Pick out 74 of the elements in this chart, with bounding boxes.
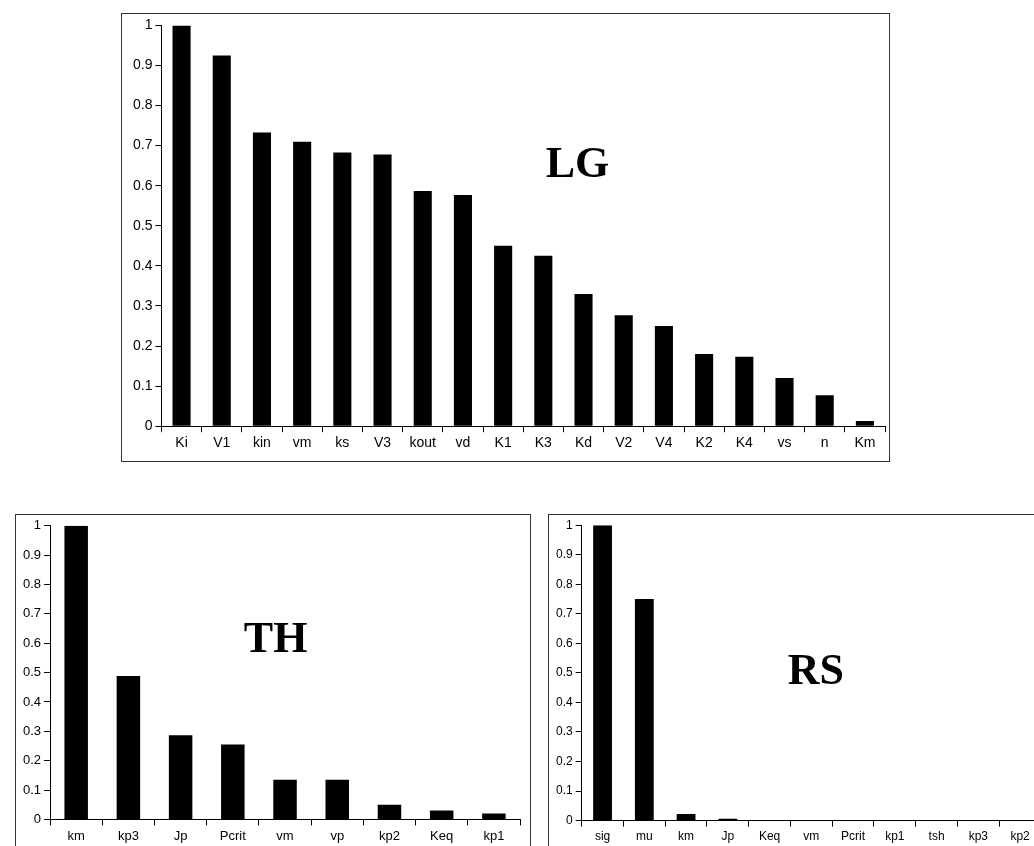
y-tick-label: 0.8 [22,576,42,592]
x-tick-label: Km [854,434,876,451]
x-tick-label: Kd [574,434,593,451]
y-tick-label: 0.5 [132,216,153,233]
x-tick-label: kp1 [483,827,505,843]
x-tick-label: ks [335,434,350,451]
x-tick-label: n [820,434,829,451]
x-tick-label: Pcrit [219,827,247,843]
y-tick-label: 0.3 [555,724,573,739]
y-tick-label: 0.1 [22,781,42,797]
x-tick-label: kp3 [968,829,989,844]
x-tick-label: Keq [430,827,454,843]
x-tick-label: kout [409,434,437,451]
y-tick-label: 0.6 [132,176,153,193]
x-tick-label: kp2 [1010,829,1031,844]
x-tick-label: Jp [173,827,188,843]
x-tick-label: kp2 [378,827,400,843]
x-tick-label: km [678,829,695,844]
x-tick-label: kp3 [117,827,139,843]
x-tick-label: V1 [213,434,231,451]
y-tick-label: 1 [565,517,573,532]
y-tick-label: 0.5 [22,664,42,680]
x-tick-label: Keq [758,829,781,844]
x-tick-label: km [67,827,85,843]
x-tick-label: kin [253,434,271,451]
x-tick-label: Ki [175,434,188,451]
y-tick-label: 0.7 [555,606,573,621]
y-tick-label: 1 [144,16,153,33]
x-tick-label: Pcrit [841,829,866,844]
x-tick-label: vs [777,434,792,451]
x-tick-label: V4 [655,434,673,451]
x-tick-label: K4 [735,434,754,451]
x-tick-label: vp [330,827,345,843]
x-tick-label: sig [594,829,611,844]
y-tick-label: 0.8 [555,576,573,591]
y-tick-label: 0 [33,810,42,826]
x-tick-label: Jp [721,829,735,844]
y-tick-label: 0.1 [132,376,153,393]
y-tick-label: 0.4 [22,693,42,709]
y-tick-label: 0.4 [555,694,573,709]
y-tick-label: 0.9 [132,56,153,73]
x-tick-label: vm [276,827,294,843]
y-tick-label: 0.7 [22,605,42,621]
x-tick-label: vm [803,829,820,844]
y-tick-label: 0.2 [132,336,153,353]
y-tick-label: 0.8 [132,96,153,113]
text: LG [545,138,610,188]
x-tick-label: tsh [928,829,945,844]
x-tick-label: kp1 [885,829,905,844]
y-tick-label: 0.6 [22,634,42,650]
y-tick-label: 0 [144,417,153,434]
x-tick-label: K2 [695,434,713,451]
y-tick-label: 0.9 [22,546,42,562]
y-tick-label: 0.2 [22,752,42,768]
text: TH [243,612,308,662]
x-tick-label: V3 [373,434,392,451]
y-tick-label: 0 [565,812,573,827]
y-tick-label: 0.5 [555,665,573,680]
y-tick-label: 0.3 [22,722,42,738]
x-tick-label: vd [455,434,471,451]
x-tick-label: V2 [615,434,633,451]
y-tick-label: 0.3 [132,296,153,313]
x-tick-label: K3 [534,434,553,451]
y-tick-label: 0.9 [555,547,573,562]
y-tick-label: 0.6 [555,635,573,650]
y-tick-label: 0.1 [555,783,573,798]
x-tick-label: mu [635,829,653,844]
text: RS [787,645,845,695]
y-tick-label: 0.7 [132,136,153,153]
y-tick-label: 0.4 [132,256,153,273]
y-tick-label: 0.2 [555,753,573,768]
x-tick-label: K1 [494,434,512,451]
y-tick-label: 1 [33,517,42,533]
x-tick-label: vm [292,434,312,451]
